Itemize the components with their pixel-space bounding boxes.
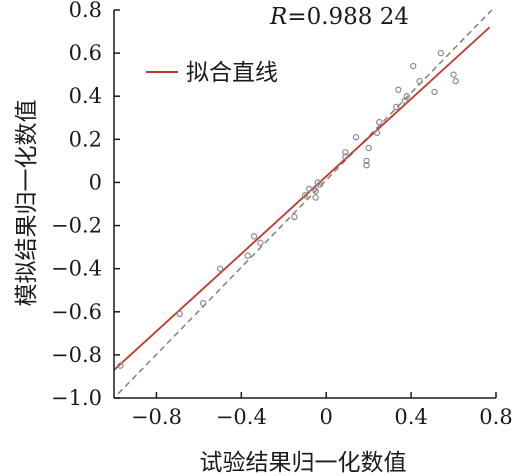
data-point [216, 265, 224, 272]
x-tick-labels: −0.8 −0.4 0 0.4 0.8 [131, 405, 513, 429]
data-point [365, 144, 372, 152]
x-axis-title: 试验结果归一化数值 [200, 450, 407, 476]
legend-fit-line-label: 拟合直线 [186, 60, 278, 86]
y-tick-label: 0.4 [69, 84, 102, 108]
fit-line [113, 26, 491, 371]
y-tick-label: −1.0 [51, 386, 102, 410]
y-tick-label: −0.4 [51, 257, 102, 281]
data-point [393, 103, 400, 111]
y-tick-label: −0.6 [51, 300, 102, 324]
data-point [403, 93, 411, 100]
data-point [342, 153, 349, 160]
data-point [301, 192, 309, 199]
data-points [117, 49, 459, 369]
data-point [352, 133, 360, 141]
fit-line-layer [113, 26, 491, 371]
y-tick-labels: 0.8 0.6 0.4 0.2 0 −0.2 −0.4 −0.6 −0.8 −1.0 [51, 0, 102, 410]
data-point [450, 71, 457, 78]
data-point [376, 118, 383, 126]
data-point [250, 233, 258, 240]
reference-line-layer [117, 9, 493, 395]
data-point [431, 88, 438, 96]
data-point [257, 239, 264, 246]
data-point [244, 252, 251, 259]
data-point [312, 194, 319, 201]
y-tick-label: −0.8 [51, 343, 102, 367]
x-tick-label: 0.8 [479, 405, 512, 429]
data-point [410, 62, 417, 70]
y-tick-label: 0.8 [69, 0, 102, 22]
axes [113, 9, 497, 399]
y-tick-label: 0 [89, 170, 102, 194]
reference-line [117, 9, 493, 395]
y-tick-label: 0.2 [69, 127, 102, 151]
x-tick-label: −0.8 [131, 405, 182, 429]
data-point [312, 187, 319, 195]
legend: 拟合直线 [146, 60, 278, 86]
y-tick-label: −0.2 [51, 214, 102, 238]
data-point [452, 77, 459, 85]
data-point [395, 86, 402, 93]
data-point [437, 49, 445, 57]
data-point [363, 157, 370, 165]
correlation-value: =0.988 24 [287, 4, 409, 30]
data-point [199, 299, 207, 307]
data-point [117, 362, 124, 369]
data-point [291, 213, 298, 221]
x-tick-label: −0.4 [216, 405, 267, 429]
data-point [373, 129, 381, 137]
data-point [416, 77, 423, 85]
y-axis-title: 模拟结果归一化数值 [14, 100, 40, 307]
x-tick-label: 0 [320, 405, 333, 429]
data-point [176, 310, 183, 318]
x-tick-label: 0.4 [394, 405, 427, 429]
data-point [316, 181, 324, 188]
correlation-annotation: R=0.988 24 [269, 4, 409, 30]
data-point [342, 149, 349, 156]
data-point [306, 185, 313, 193]
y-tick-label: 0.6 [69, 41, 102, 65]
correlation-symbol: R [269, 4, 287, 30]
data-point [363, 161, 370, 169]
